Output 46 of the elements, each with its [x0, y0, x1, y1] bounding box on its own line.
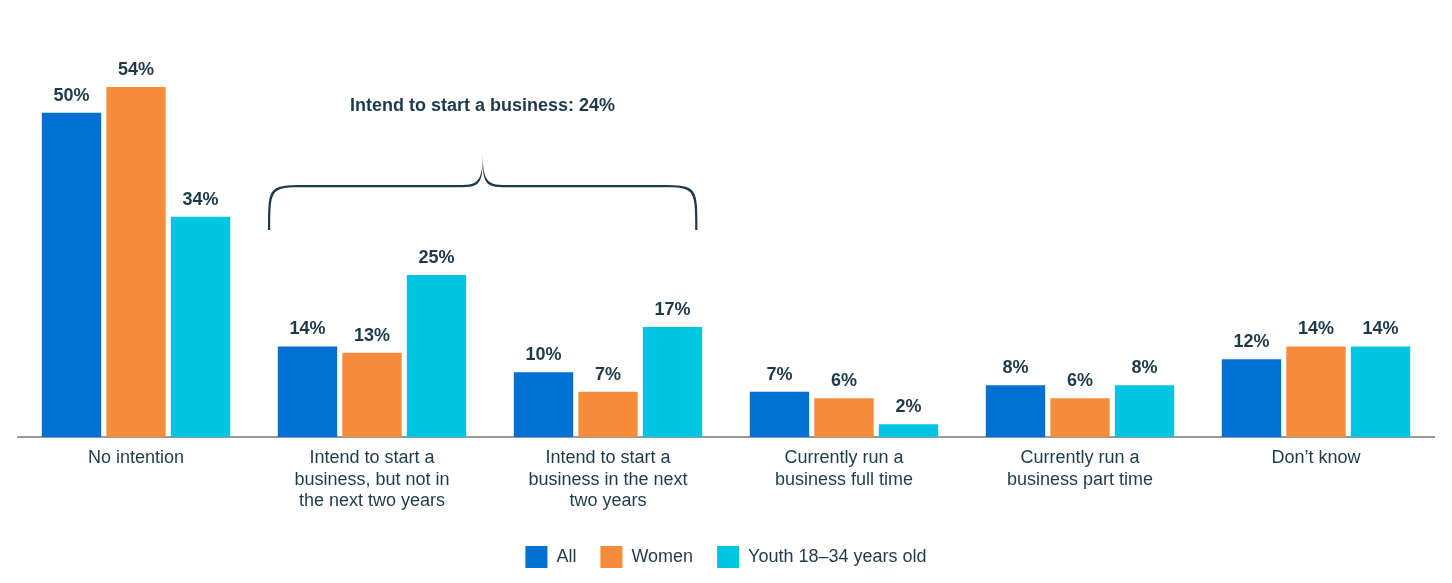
data-label: 54%	[117, 58, 155, 79]
data-label: 50%	[53, 84, 90, 105]
data-label: 13%	[353, 324, 391, 345]
data-label: 34%	[182, 188, 219, 209]
legend-label: All	[556, 545, 577, 566]
bar	[170, 216, 231, 438]
data-label: 14%	[1297, 318, 1335, 339]
x-tick-label: Intend to start a business, but not in the next two years	[294, 446, 450, 511]
bar	[1350, 346, 1411, 438]
data-label: 14%	[289, 318, 326, 339]
data-label: 6%	[830, 370, 858, 391]
legend-label: Youth 18–34 years old	[748, 545, 927, 566]
x-tick-label: Intend to start a business in the next two years	[528, 446, 688, 511]
data-label: 2%	[895, 396, 922, 417]
data-label: 7%	[594, 363, 622, 384]
bar	[1114, 385, 1175, 438]
data-label: 10%	[525, 344, 562, 365]
bar	[41, 112, 102, 438]
bar	[406, 275, 467, 438]
annotation: Intend to start a business: 24%	[348, 95, 617, 117]
bar	[106, 86, 166, 438]
data-label: 6%	[1066, 370, 1094, 391]
x-tick-label: Currently run a business part time	[1006, 446, 1154, 489]
data-label: 14%	[1362, 318, 1399, 339]
bar	[878, 424, 939, 438]
data-label: 8%	[1131, 357, 1158, 378]
bar	[342, 352, 402, 438]
data-label: 12%	[1233, 331, 1270, 352]
bar	[513, 372, 574, 438]
bar	[814, 398, 874, 438]
bar	[1286, 346, 1346, 438]
bar	[277, 346, 338, 438]
bar	[578, 391, 638, 438]
legend-label: Women	[631, 545, 694, 566]
data-label: 8%	[1002, 357, 1029, 378]
bar	[1050, 398, 1110, 438]
data-label: 7%	[766, 363, 793, 384]
bar	[985, 385, 1046, 438]
x-tick-label: Don’t know	[1271, 446, 1362, 467]
bar	[642, 326, 703, 438]
x-tick-label: Currently run a business full time	[774, 446, 914, 489]
bar	[1221, 359, 1282, 438]
x-tick-label: No intention	[87, 446, 185, 467]
bar	[749, 391, 810, 438]
data-label: 25%	[418, 247, 455, 267]
data-label: 17%	[654, 298, 691, 319]
